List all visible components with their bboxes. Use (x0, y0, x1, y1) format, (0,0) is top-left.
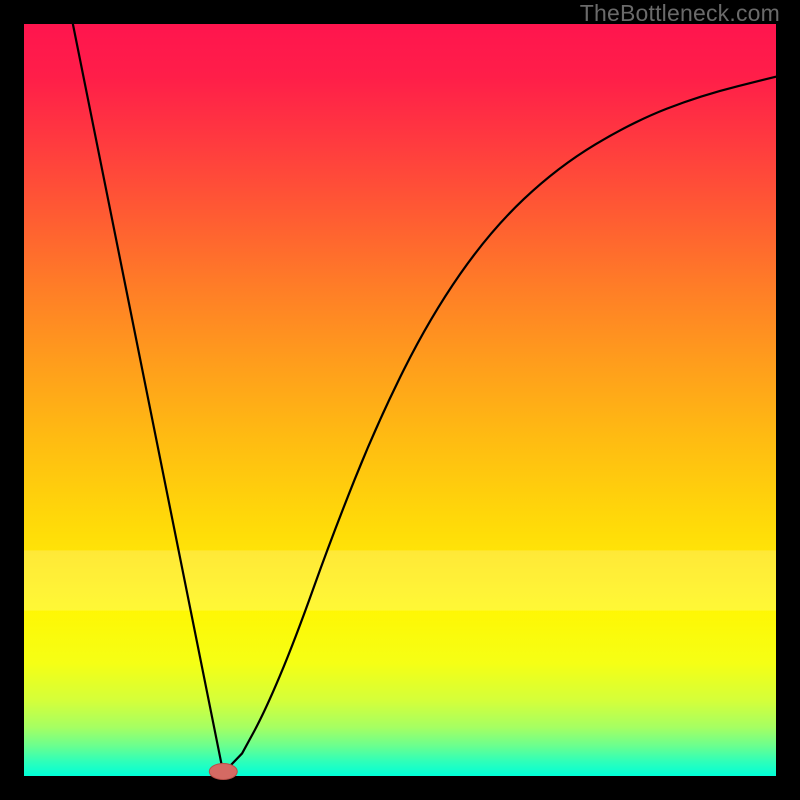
gradient-background (24, 24, 776, 776)
optimal-marker (209, 763, 237, 779)
bottleneck-chart (0, 0, 800, 800)
haze-band (24, 550, 776, 610)
watermark-text: TheBottleneck.com (580, 0, 780, 27)
chart-container: TheBottleneck.com (0, 0, 800, 800)
